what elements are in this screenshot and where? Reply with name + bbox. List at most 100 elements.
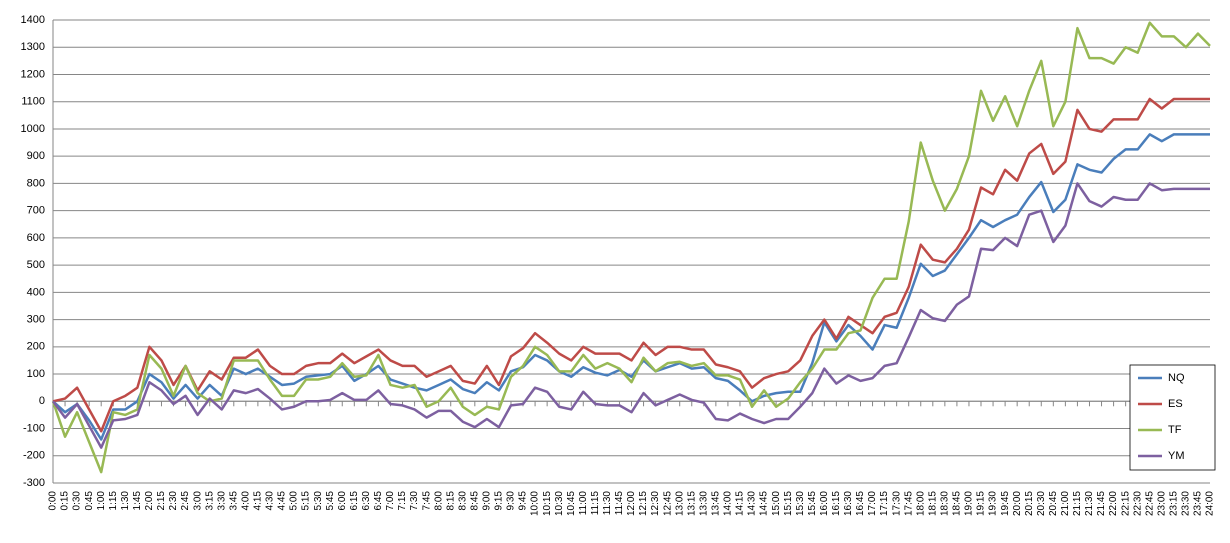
x-tick-label: 9:45 — [518, 491, 529, 511]
x-tick-label: 16:45 — [855, 491, 866, 516]
x-tick-label: 10:45 — [566, 491, 577, 516]
x-tick-label: 13:15 — [686, 491, 697, 516]
y-tick-label: 200 — [27, 341, 45, 353]
x-tick-label: 18:15 — [927, 491, 938, 516]
x-tick-label: 2:45 — [180, 491, 191, 511]
x-tick-label: 23:45 — [1193, 491, 1204, 516]
x-tick-label: 5:30 — [313, 491, 324, 511]
x-tick-label: 23:00 — [1156, 491, 1167, 516]
x-tick-label: 15:00 — [771, 491, 782, 516]
x-tick-label: 14:15 — [735, 491, 746, 516]
x-tick-label: 22:00 — [1108, 491, 1119, 516]
y-tick-label: -200 — [23, 450, 45, 462]
x-tick-label: 7:30 — [409, 491, 420, 511]
y-tick-label: 400 — [27, 286, 45, 298]
x-tick-label: 6:30 — [361, 491, 372, 511]
x-tick-label: 16:30 — [843, 491, 854, 516]
x-tick-label: 19:30 — [988, 491, 999, 516]
x-tick-label: 11:15 — [590, 491, 601, 516]
x-tick-label: 3:45 — [228, 491, 239, 511]
x-tick-label: 16:00 — [819, 491, 830, 516]
x-tick-label: 13:00 — [674, 491, 685, 516]
x-tick-label: 12:30 — [650, 491, 661, 516]
y-tick-label: 1200 — [21, 68, 45, 80]
x-tick-label: 20:00 — [1012, 491, 1023, 516]
x-tick-label: 9:15 — [494, 491, 505, 511]
x-tick-label: 4:00 — [240, 491, 251, 511]
y-tick-label: 500 — [27, 259, 45, 271]
y-tick-label: 100 — [27, 368, 45, 380]
x-tick-label: 17:00 — [867, 491, 878, 516]
y-tick-label: 0 — [39, 395, 45, 407]
x-tick-label: 5:00 — [289, 491, 300, 511]
x-tick-label: 12:45 — [662, 491, 673, 516]
x-tick-label: 14:45 — [759, 491, 770, 516]
x-tick-label: 18:00 — [915, 491, 926, 516]
y-tick-label: 800 — [27, 177, 45, 189]
y-tick-label: 900 — [27, 150, 45, 162]
series-line — [52, 133, 1210, 441]
x-tick-label: 21:00 — [1060, 491, 1071, 516]
x-tick-label: 21:30 — [1084, 491, 1095, 516]
y-tick-label: 1300 — [21, 41, 45, 53]
x-tick-label: 5:45 — [325, 491, 336, 511]
x-tick-label: 8:30 — [457, 491, 468, 511]
y-tick-label: 600 — [27, 232, 45, 244]
x-tick-label: 2:00 — [144, 491, 155, 511]
x-tick-label: 17:15 — [879, 491, 890, 516]
x-tick-label: 7:45 — [421, 491, 432, 511]
x-tick-label: 6:00 — [337, 491, 348, 511]
x-tick-label: 20:15 — [1024, 491, 1035, 516]
x-tick-label: 8:45 — [469, 491, 480, 511]
x-tick-label: 22:15 — [1120, 491, 1131, 516]
legend-label: NQ — [1168, 372, 1185, 384]
x-tick-label: 10:15 — [542, 491, 553, 516]
x-tick-label: 8:00 — [433, 491, 444, 511]
x-tick-label: 23:15 — [1168, 491, 1179, 516]
x-tick-label: 16:15 — [831, 491, 842, 516]
x-tick-label: 15:30 — [795, 491, 806, 516]
x-tick-label: 2:15 — [156, 491, 167, 511]
x-tick-label: 14:30 — [747, 491, 758, 516]
x-tick-label: 19:45 — [1000, 491, 1011, 516]
x-tick-label: 17:45 — [903, 491, 914, 516]
x-tick-label: 19:00 — [964, 491, 975, 516]
x-tick-label: 3:15 — [204, 491, 215, 511]
x-tick-label: 3:00 — [192, 491, 203, 511]
x-tick-label: 22:30 — [1132, 491, 1143, 516]
x-tick-label: 20:30 — [1036, 491, 1047, 516]
x-tick-label: 0:45 — [84, 491, 95, 511]
x-tick-label: 11:00 — [578, 491, 589, 516]
x-tick-label: 18:30 — [939, 491, 950, 516]
legend-label: ES — [1168, 398, 1183, 410]
x-tick-label: 0:30 — [72, 491, 83, 511]
x-tick-label: 17:30 — [891, 491, 902, 516]
x-tick-label: 4:15 — [253, 491, 264, 511]
x-tick-label: 24:00 — [1205, 491, 1216, 516]
x-tick-label: 12:15 — [638, 491, 649, 516]
x-tick-label: 21:15 — [1072, 491, 1083, 516]
x-tick-label: 4:45 — [277, 491, 288, 511]
x-tick-label: 15:15 — [783, 491, 794, 516]
y-tick-label: -100 — [23, 422, 45, 434]
x-tick-label: 6:15 — [349, 491, 360, 511]
x-tick-label: 10:30 — [554, 491, 565, 516]
x-tick-label: 7:15 — [397, 491, 408, 511]
x-tick-label: 3:30 — [216, 491, 227, 511]
x-tick-label: 0:15 — [60, 491, 71, 511]
legend-label: TF — [1168, 424, 1182, 436]
series-line — [51, 182, 1210, 449]
x-tick-label: 15:45 — [807, 491, 818, 516]
y-tick-label: 1400 — [21, 14, 45, 26]
x-tick-label: 22:45 — [1144, 491, 1155, 516]
x-tick-label: 1:00 — [96, 491, 107, 511]
x-tick-label: 8:15 — [445, 491, 456, 511]
x-tick-label: 2:30 — [168, 491, 179, 511]
x-tick-label: 13:30 — [698, 491, 709, 516]
x-tick-label: 19:15 — [976, 491, 987, 516]
x-tick-label: 11:45 — [614, 491, 625, 516]
x-tick-label: 12:00 — [626, 491, 637, 516]
x-tick-label: 11:30 — [602, 491, 613, 516]
x-tick-label: 1:30 — [120, 491, 131, 511]
